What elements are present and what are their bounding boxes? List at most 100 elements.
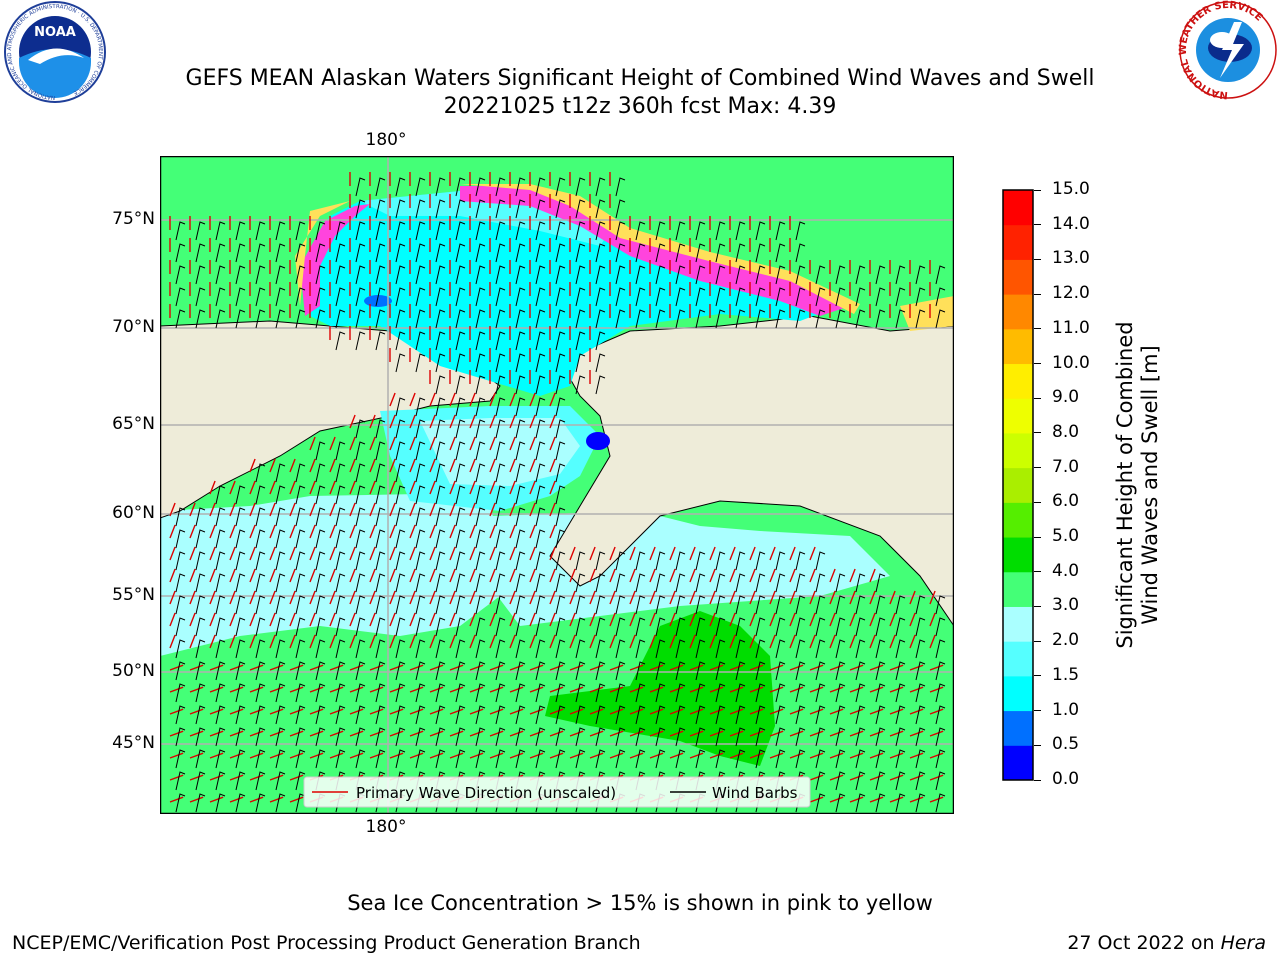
wave-arrow [469,730,484,737]
wind-barb [375,529,386,549]
wind-barb [455,397,466,417]
wave-arrow [429,568,436,583]
wind-barb [235,639,246,659]
wave-arrow [589,590,596,605]
colorbar-tick-label: 0.0 [1052,769,1080,789]
wave-arrow [409,752,424,759]
wave-arrow [589,708,604,715]
wave-arrow [549,414,556,429]
wind-barb [635,595,646,615]
wave-arrow [189,664,204,671]
wind-barb [235,485,246,505]
legend-wave-label: Primary Wave Direction (unscaled) [356,784,616,802]
wind-barb [835,705,846,725]
wind-barb [635,683,646,703]
wind-barb [175,551,186,571]
wave-arrow [729,634,736,649]
wind-barb [555,287,566,307]
wind-barb [735,595,746,615]
wind-barb [675,749,686,769]
wave-arrow [469,502,476,517]
wind-barb [195,221,206,241]
wave-arrow [809,730,824,737]
wind-barb [415,221,426,241]
wave-arrow [309,458,316,473]
wind-barb [555,617,566,637]
lagoon-blue [364,295,392,307]
wind-barb [275,507,286,527]
wind-barb [875,639,886,659]
colorbar-tick-mark [1034,189,1041,191]
wave-arrow [889,730,904,737]
wind-barb [855,617,866,637]
wave-arrow [929,590,936,605]
wind-barb [375,507,386,527]
wave-arrow [309,502,316,517]
wind-barb [655,221,666,241]
wind-barb [315,265,326,285]
wind-barb [215,287,226,307]
wave-arrow [349,568,356,583]
wave-arrow [489,708,504,715]
wind-barb [395,309,406,329]
colorbar-label-line2: Wind Waves and Swell [m] [1138,345,1162,625]
wind-barb [715,265,726,285]
wind-barb [355,419,366,439]
wave-arrow [509,546,516,561]
wind-barb [555,243,566,263]
wave-arrow [769,590,776,605]
wind-barb [355,441,366,461]
wave-arrow [509,524,516,539]
lat-label: 45°N [112,733,155,753]
wave-arrow [909,590,916,605]
wind-barb [675,705,686,725]
colorbar-tick-label: 7.0 [1052,456,1080,477]
wind-barb [415,419,426,439]
wave-arrow [229,612,236,627]
wave-arrow [409,546,416,561]
wind-barb [475,441,486,461]
wave-arrow [249,524,256,539]
wind-barb [275,661,286,681]
wave-arrow [549,568,556,583]
wave-arrow [829,796,844,803]
wind-barb [575,243,586,263]
colorbar-segment [1003,571,1033,607]
wind-barb [675,221,686,241]
wave-arrow [249,458,256,473]
wind-barb [515,397,526,417]
chart-subtitle: 20221025 t12z 360h fcst Max: 4.39 [443,94,837,119]
wind-barb [395,177,406,197]
wave-arrow [489,458,496,473]
wave-arrow [489,568,496,583]
wave-arrow [469,480,476,495]
wave-arrow [609,634,616,649]
wave-arrow [349,436,356,451]
lon-label-bottom: 180° [365,817,407,837]
wave-arrow [689,708,704,715]
colorbar-tick-label: 6.0 [1052,491,1080,512]
wind-barb [435,705,446,725]
wave-arrow [849,774,864,781]
wave-arrow [809,590,816,605]
wind-barb [495,243,506,263]
wave-arrow [409,686,424,693]
wind-barb [875,573,886,593]
colorbar-segment [1003,641,1033,677]
wind-barb [575,661,586,681]
wave-arrow [909,634,916,649]
wave-arrow [249,568,256,583]
wind-barb [915,595,926,615]
wind-barb [895,683,906,703]
wave-arrow [189,708,204,715]
wind-barb [575,353,586,373]
wave-arrow [469,590,476,605]
wind-barb [935,595,946,615]
wave-arrow [869,796,884,803]
wind-barb [455,661,466,681]
wave-arrow [929,796,944,803]
wind-barb [355,243,366,263]
wind-barb [755,683,766,703]
wind-barb [555,397,566,417]
wind-barb [675,265,686,285]
